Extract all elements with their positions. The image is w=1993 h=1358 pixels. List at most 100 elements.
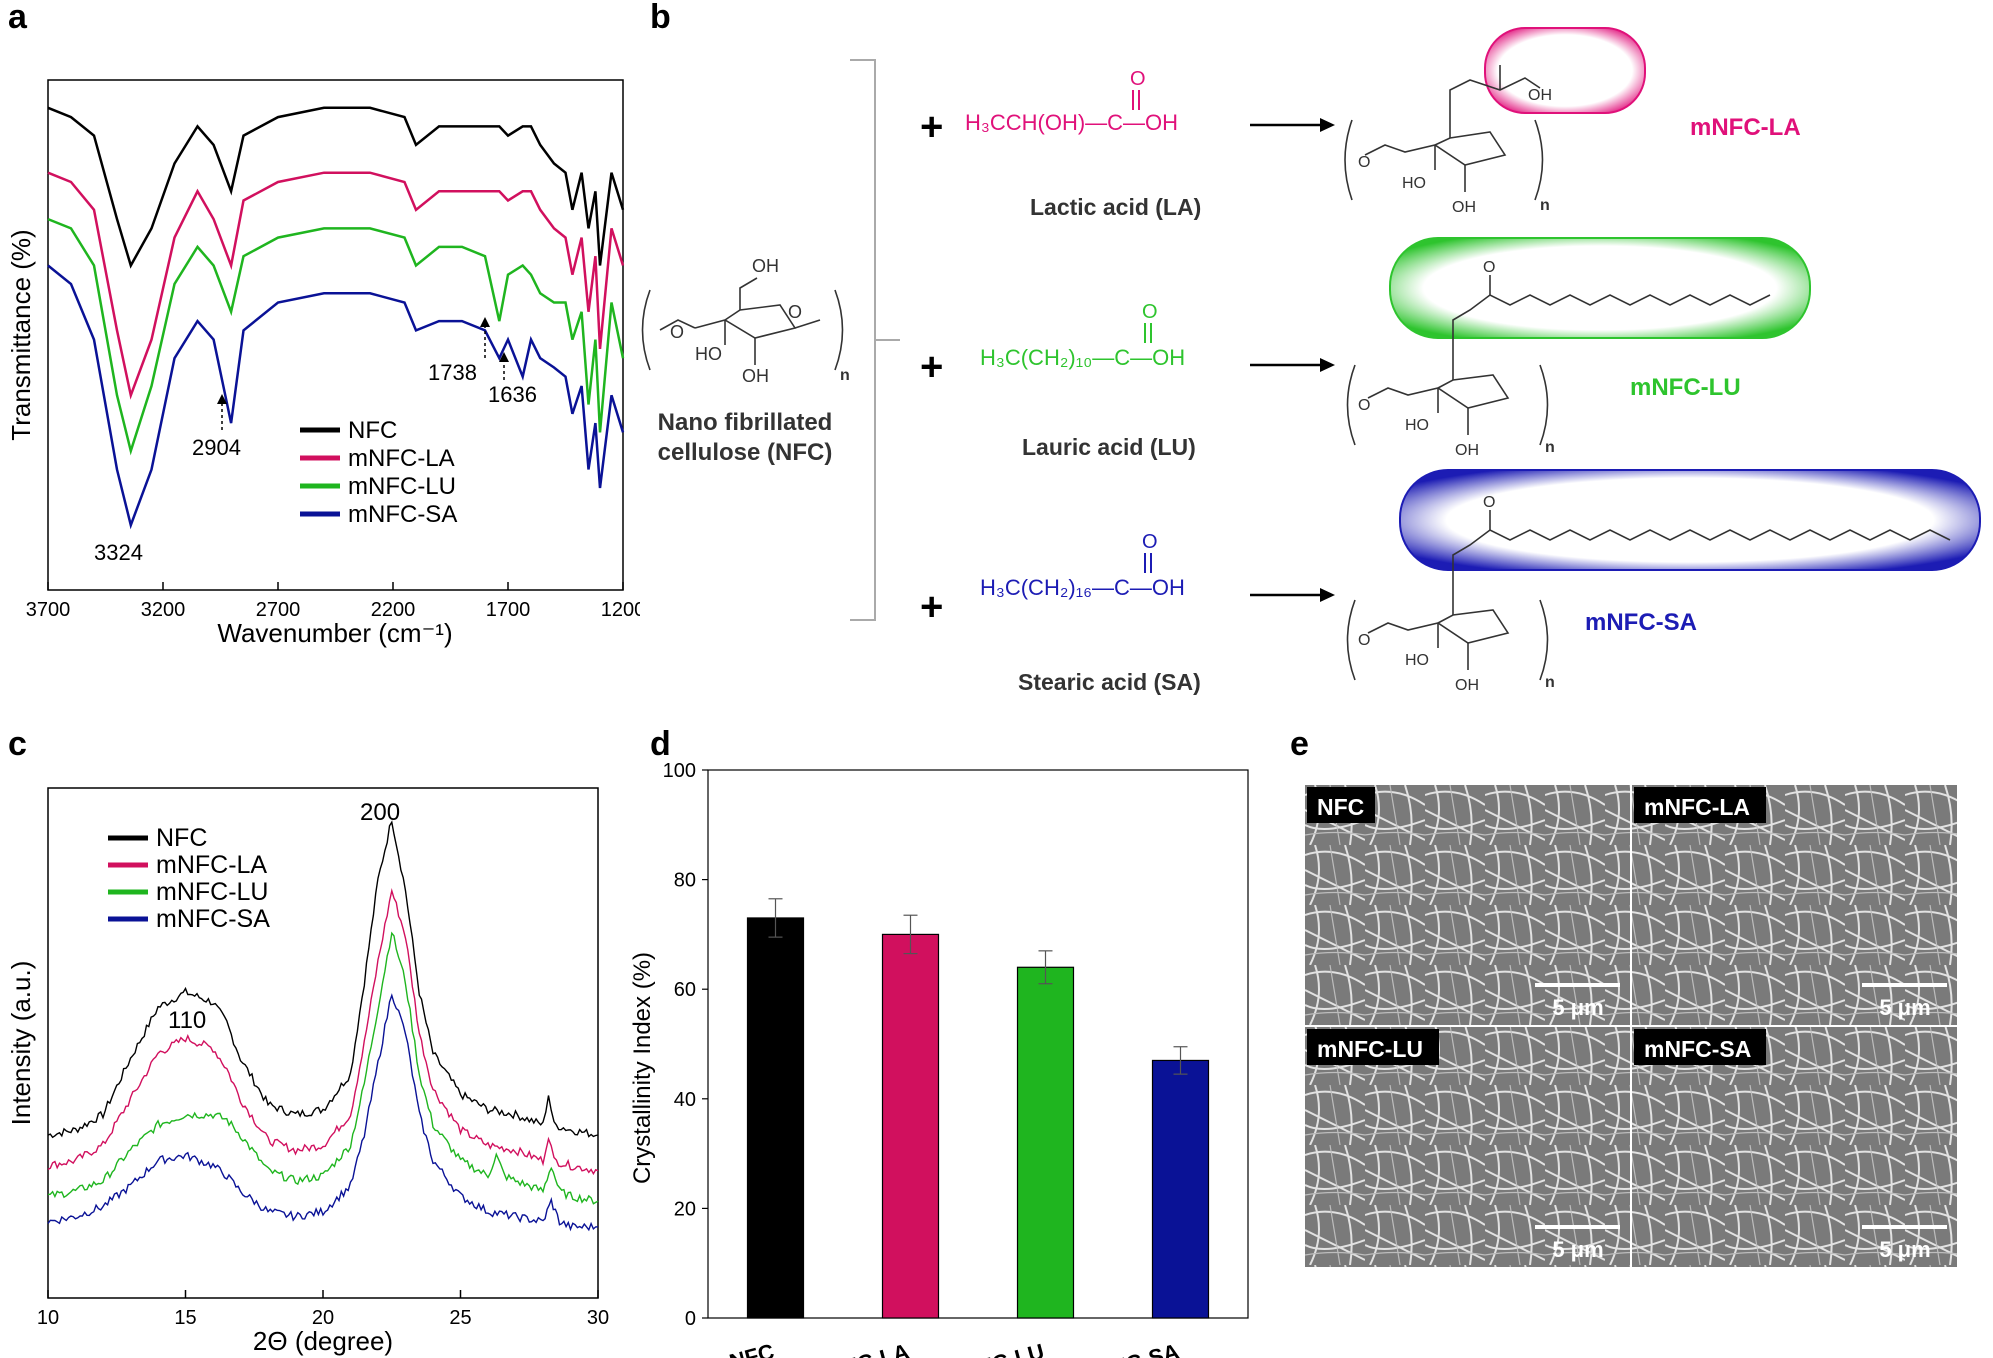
panel-letter-e: e <box>1290 725 1309 763</box>
product-sa-o-left: O <box>1358 632 1370 649</box>
annotation-1738: 1738 <box>428 360 477 385</box>
formula-lu: H₃C(CH₂)₁₀—C—OH <box>980 345 1185 370</box>
ftir-chart: 3700 3200 2700 2200 1700 1200 Wavenumber (cm⁻… <box>6 79 640 648</box>
series-line-mnfc-lu <box>47 217 625 456</box>
product-name-sa: mNFC-SA <box>1585 609 1697 636</box>
xrd-chart: 10 15 20 25 30 2Θ (degree) Intensity (a.u.) … <box>6 787 609 1356</box>
product-name-lu: mNFC-LU <box>1630 374 1741 401</box>
panel-letter-d: d <box>650 725 671 763</box>
nfc-ring-o: O <box>788 302 802 322</box>
nfc-n: n <box>840 367 850 384</box>
x-axis-label: 2Θ (degree) <box>253 1326 393 1356</box>
sem-label-bg <box>1307 1029 1439 1065</box>
series-line-nfc <box>47 106 625 269</box>
bar-mnfc-lu <box>1016 966 1075 1319</box>
x-tick-label: 3700 <box>26 599 71 621</box>
product-lu-oh: OH <box>1455 442 1479 459</box>
y-tick-label: 40 <box>674 1089 696 1111</box>
sem-label: mNFC-SA <box>1644 1036 1751 1062</box>
arrowhead-lu <box>1320 358 1335 372</box>
acid-name-sa: Stearic acid (SA) <box>1018 669 1201 695</box>
plus-sign-3: + <box>920 585 943 629</box>
x-tick-label: NFC <box>727 1339 777 1358</box>
highlight-box-sa <box>1399 469 1981 571</box>
nfc-oh-bottom: OH <box>742 366 769 386</box>
series-line-nfc <box>47 820 599 1139</box>
bar-mnfc-sa <box>1151 1059 1210 1319</box>
product-lu-n: n <box>1545 439 1555 456</box>
arrowhead-sa <box>1320 588 1335 602</box>
y-tick-label: 0 <box>685 1308 696 1330</box>
plus-sign-1: + <box>920 105 943 149</box>
panel-letter-b: b <box>650 0 671 36</box>
legend-label: mNFC-SA <box>156 905 270 933</box>
sem-label: mNFC-LA <box>1644 794 1750 820</box>
sem-label-bg <box>1634 787 1766 823</box>
plot-frame <box>707 769 1249 1319</box>
scale-bar-label: 5 μm <box>1552 1237 1603 1262</box>
nfc-label-line2: cellulose (NFC) <box>658 439 833 466</box>
sem-label-bg <box>1307 787 1375 823</box>
annotation-3324: 3324 <box>94 540 143 565</box>
product-sa-o-top: O <box>1483 494 1495 511</box>
product-la-n: n <box>1540 197 1550 214</box>
x-tick-label: 30 <box>587 1307 609 1329</box>
nfc-oh-top: OH <box>752 256 779 276</box>
scale-bar-label: 5 μm <box>1879 995 1930 1020</box>
formula-sa-o: O <box>1142 531 1158 553</box>
y-tick-label: 20 <box>674 1198 696 1220</box>
nfc-structure <box>641 277 844 371</box>
sem-tile-nfc: NFC 5 μm <box>1305 785 1630 1025</box>
sem-label: mNFC-LU <box>1317 1036 1423 1062</box>
formula-la: H₃CCH(OH)—C—OH <box>965 110 1178 135</box>
product-la-oh: OH <box>1452 199 1476 216</box>
x-tick-label: 1200 <box>601 599 640 621</box>
product-name-la: mNFC-LA <box>1690 114 1801 141</box>
y-axis-label: Crystallinity Index (%) <box>630 952 656 1184</box>
acid-name-la: Lactic acid (LA) <box>1030 194 1201 220</box>
legend-label: mNFC-SA <box>348 501 457 528</box>
product-structure-lu <box>1346 275 1771 446</box>
highlight-box-la <box>1484 27 1646 114</box>
legend-label: mNFC-LU <box>348 473 456 500</box>
product-sa-ho: HO <box>1405 652 1429 669</box>
x-tick-label: 25 <box>449 1307 471 1329</box>
formula-la-o: O <box>1130 68 1146 90</box>
legend-label: NFC <box>156 824 207 852</box>
product-structure-sa <box>1346 510 1951 681</box>
nfc-ho: HO <box>695 344 722 364</box>
y-tick-label: 80 <box>674 870 696 892</box>
series-line-mnfc-sa <box>47 264 625 530</box>
product-la-oh-top: OH <box>1528 87 1552 104</box>
highlight-box-lu <box>1389 237 1811 339</box>
bar-mnfc-la <box>881 933 940 1319</box>
panel-letter-c: c <box>8 725 27 763</box>
y-axis-label: Intensity (a.u.) <box>6 961 36 1126</box>
x-tick-label: 2700 <box>256 599 301 621</box>
legend-label: mNFC-LU <box>156 878 269 906</box>
arrowhead-1738 <box>480 317 490 327</box>
x-tick-label: 3200 <box>141 599 186 621</box>
sem-tile-mnfc-sa: mNFC-SA 5 μm <box>1632 1027 1957 1267</box>
arrowhead-2904 <box>217 394 227 404</box>
sem-label-bg <box>1634 1029 1766 1065</box>
annotation-110: 110 <box>168 1007 206 1034</box>
y-tick-label: 100 <box>663 760 696 782</box>
product-sa-n: n <box>1545 674 1555 691</box>
scale-bar-label: 5 μm <box>1879 1237 1930 1262</box>
x-tick-label: 15 <box>174 1307 196 1329</box>
x-tick-label: 2200 <box>371 599 416 621</box>
panel-letter-a: a <box>8 0 27 36</box>
formula-lu-o: O <box>1142 301 1158 323</box>
x-tick-label: mNFC-SA <box>1076 1339 1182 1358</box>
bar-nfc <box>746 917 805 1319</box>
x-axis-label: Wavenumber (cm⁻¹) <box>217 618 452 648</box>
acid-name-lu: Lauric acid (LU) <box>1022 434 1196 460</box>
legend-label: mNFC-LA <box>156 851 267 879</box>
x-tick-label: mNFC-LU <box>942 1339 1046 1358</box>
nfc-label-line1: Nano fibrillated <box>658 409 833 436</box>
sem-tile-mnfc-lu: mNFC-LU 5 μm <box>1305 1027 1630 1267</box>
series-line-mnfc-la <box>47 888 599 1176</box>
